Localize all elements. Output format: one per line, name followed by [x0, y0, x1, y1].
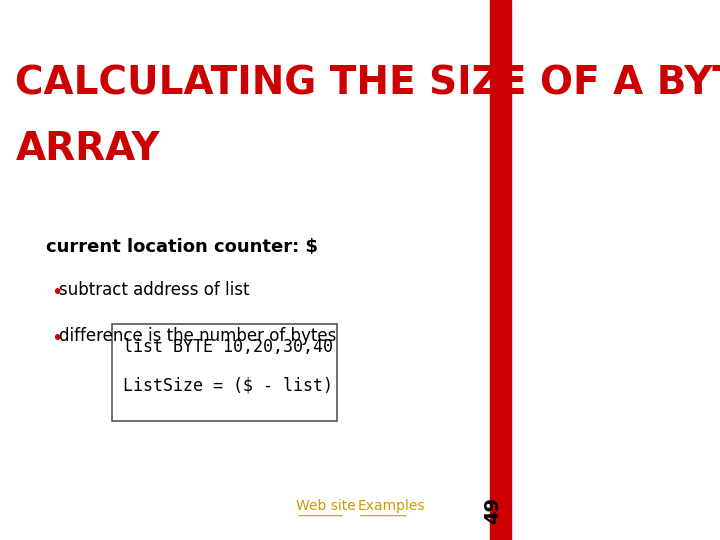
Text: Web site: Web site — [296, 499, 356, 513]
Text: subtract address of list: subtract address of list — [59, 281, 249, 299]
Text: difference is the number of bytes: difference is the number of bytes — [59, 327, 336, 345]
Text: •: • — [51, 329, 63, 348]
Text: ARRAY: ARRAY — [15, 130, 160, 167]
Text: list BYTE 10,20,30,40: list BYTE 10,20,30,40 — [122, 338, 333, 355]
Text: current location counter: $: current location counter: $ — [46, 238, 318, 255]
FancyBboxPatch shape — [112, 324, 337, 421]
Text: Examples: Examples — [358, 499, 425, 513]
Text: CALCULATING THE SIZE OF A BYTE: CALCULATING THE SIZE OF A BYTE — [15, 65, 720, 103]
Text: 49: 49 — [483, 497, 503, 524]
Text: ListSize = ($ - list): ListSize = ($ - list) — [122, 376, 333, 394]
Text: •: • — [51, 284, 63, 302]
Bar — [490, 0, 510, 540]
